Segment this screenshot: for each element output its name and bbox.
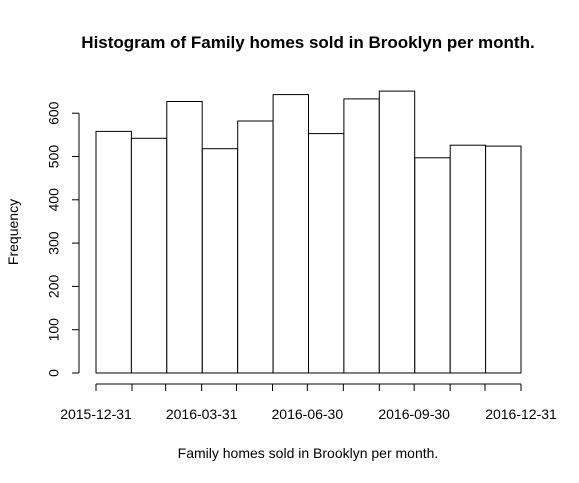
bar-2016-06-30	[308, 133, 345, 374]
y-tick-label-100: 100	[46, 318, 62, 342]
bar-2016-02-29	[166, 101, 203, 374]
y-tick-label-500: 500	[46, 145, 62, 169]
bars-group	[95, 90, 522, 374]
x-tick-label-2016-09-30: 2016-09-30	[378, 406, 450, 422]
chart-title: Histogram of Family homes sold in Brookl…	[81, 33, 534, 52]
x-axis: 2015-12-31 2016-03-31 2016-06-30 2016-09-30…	[60, 383, 557, 422]
y-tick-label-200: 200	[46, 275, 62, 299]
x-tick-label-2016-06-30: 2016-06-30	[272, 406, 344, 422]
x-tick-label-2016-12-31: 2016-12-31	[485, 406, 557, 422]
bar-2016-04-30	[237, 120, 274, 374]
bar-2015-12-31	[95, 130, 132, 374]
y-tick-label-400: 400	[46, 188, 62, 212]
bar-2016-03-31	[201, 148, 239, 374]
y-axis-label: Frequency	[5, 199, 21, 265]
y-tick-label-300: 300	[46, 231, 62, 255]
bar-2016-01-31	[130, 137, 168, 374]
bar-2016-07-31	[343, 98, 380, 374]
x-axis-label: Family homes sold in Brooklyn per month.	[178, 445, 439, 461]
x-tick-label-2016-03-31: 2016-03-31	[166, 406, 238, 422]
y-tick-label-0: 0	[46, 369, 62, 377]
y-tick-label-600: 600	[46, 101, 62, 125]
bar-2016-08-31	[378, 90, 416, 374]
bar-2016-11-30	[485, 145, 522, 374]
bar-2016-09-30	[414, 157, 451, 374]
bar-2016-10-31	[449, 144, 487, 374]
y-axis: 0 100 200 300 400 500 600	[46, 101, 80, 377]
x-tick-label-2015-12-31: 2015-12-31	[60, 406, 132, 422]
bar-2016-05-31	[272, 94, 310, 374]
